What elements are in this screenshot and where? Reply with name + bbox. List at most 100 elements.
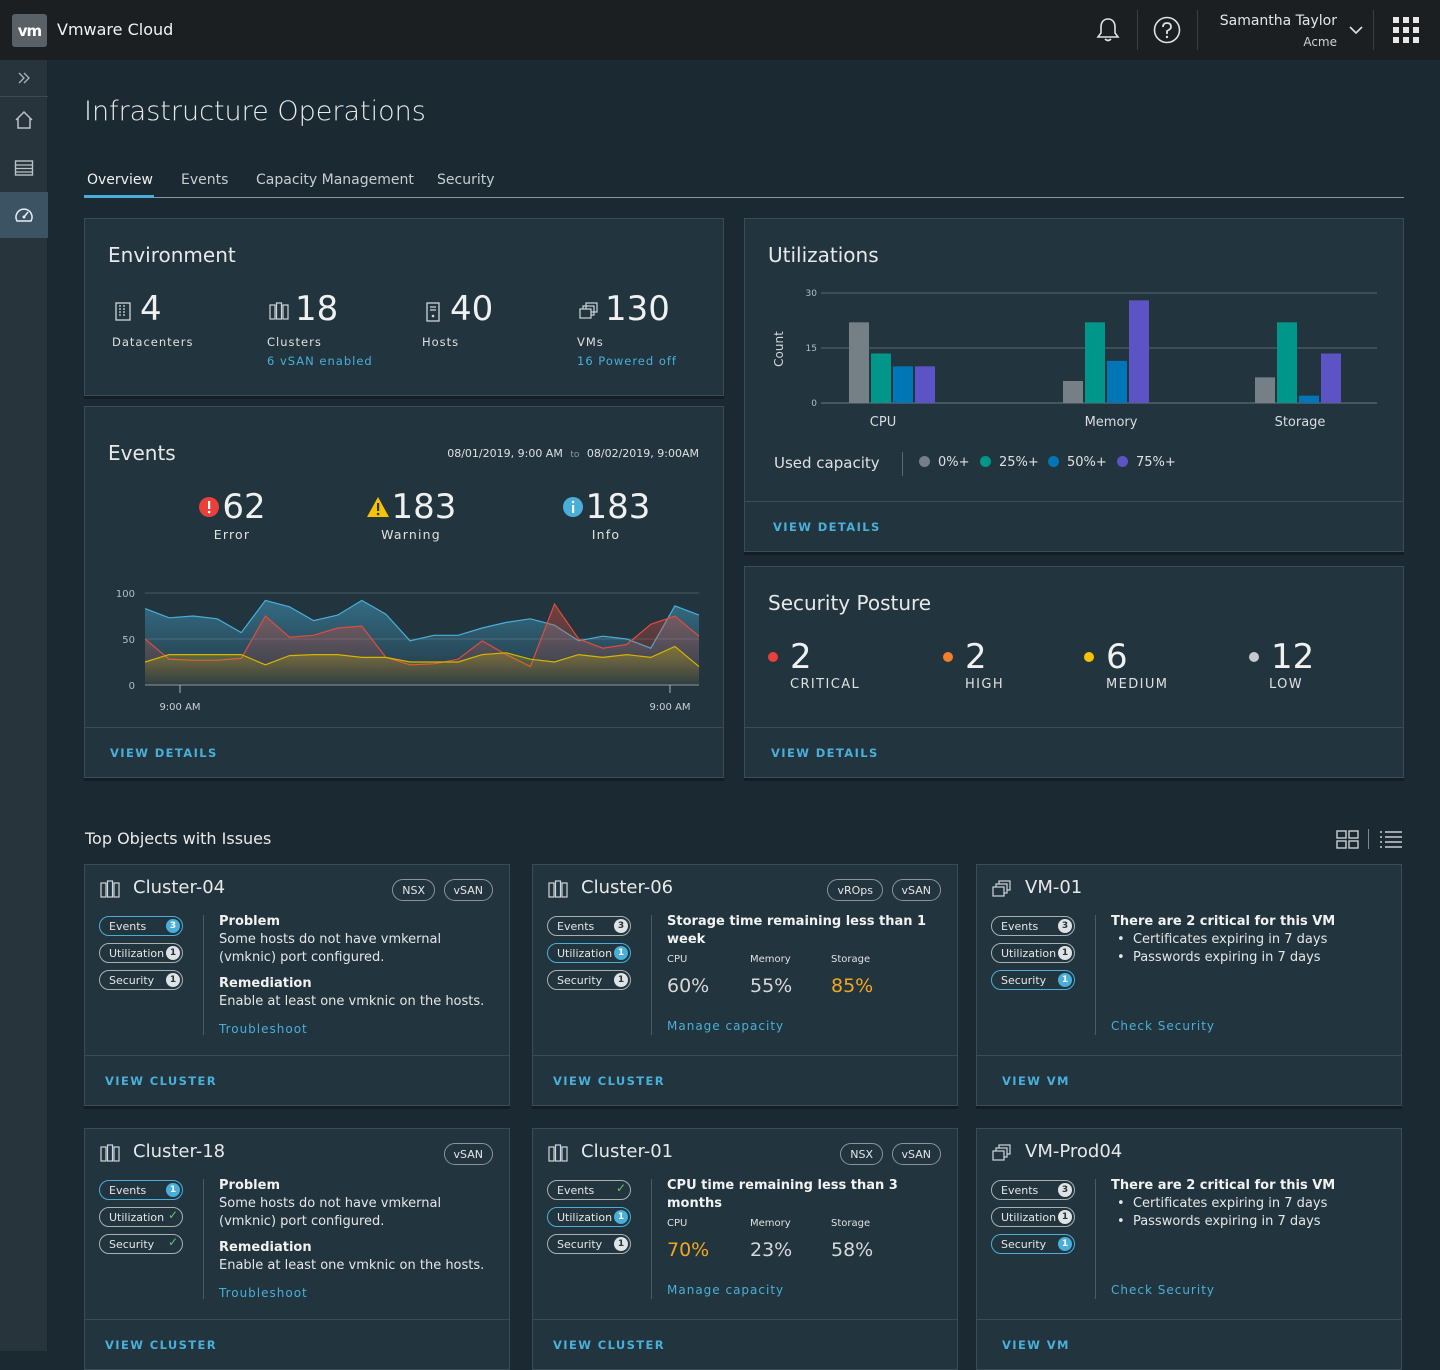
severity-medium-stat[interactable]: 6 MEDIUM xyxy=(1084,637,1168,692)
dashboard-icon[interactable] xyxy=(0,192,48,238)
bar-cpu-0[interactable] xyxy=(849,322,869,403)
view-object-link[interactable]: VIEW CLUSTER xyxy=(105,1074,218,1088)
pill-label: Security xyxy=(1001,973,1047,987)
vsan-enabled-link[interactable]: 6 vSAN enabled xyxy=(267,354,373,368)
severity-critical-stat[interactable]: 2 CRITICAL xyxy=(768,637,860,692)
expand-icon[interactable] xyxy=(0,60,48,96)
pill-events[interactable]: Events ✓ xyxy=(547,1180,631,1200)
bar-memory-3[interactable] xyxy=(1129,300,1149,403)
chevron-down-icon[interactable] xyxy=(1341,14,1371,46)
view-object-link[interactable]: VIEW CLUSTER xyxy=(553,1338,666,1352)
bar-memory-1[interactable] xyxy=(1085,322,1105,403)
card-divider xyxy=(651,915,652,1035)
user-name[interactable]: Samantha Taylor xyxy=(1219,13,1337,29)
view-object-link[interactable]: VIEW CLUSTER xyxy=(553,1074,666,1088)
events-view-details-link[interactable]: VIEW DETAILS xyxy=(110,746,218,760)
legend-item[interactable]: 75%+ xyxy=(1117,455,1176,470)
pill-security[interactable]: Security 1 xyxy=(99,970,183,990)
view-object-link[interactable]: VIEW CLUSTER xyxy=(105,1338,218,1352)
range-to: to xyxy=(570,450,580,460)
tab-overview[interactable]: Overview xyxy=(84,172,154,198)
tab-events[interactable]: Events xyxy=(181,172,229,188)
legend-item[interactable]: 0%+ xyxy=(919,455,970,470)
pill-utilization[interactable]: Utilization 1 xyxy=(99,943,183,963)
pill-security[interactable]: Security 1 xyxy=(547,1234,631,1254)
help-icon[interactable] xyxy=(1151,14,1183,46)
pill-utilization[interactable]: Utilization 1 xyxy=(547,943,631,963)
view-object-link[interactable]: VIEW VM xyxy=(1002,1074,1070,1088)
info-stat[interactable]: 183 Info xyxy=(531,487,681,542)
pill-events[interactable]: Events 1 xyxy=(99,1180,183,1200)
pill-utilization[interactable]: Utilization 1 xyxy=(991,1207,1075,1227)
object-name[interactable]: Cluster-18 xyxy=(133,1141,226,1162)
bar-storage-2[interactable] xyxy=(1299,395,1319,403)
pill-utilization[interactable]: Utilization 1 xyxy=(991,943,1075,963)
pill-utilization[interactable]: Utilization 1 xyxy=(547,1207,631,1227)
bar-cpu-3[interactable] xyxy=(915,366,935,403)
view-object-link[interactable]: VIEW VM xyxy=(1002,1338,1070,1352)
bar-cpu-2[interactable] xyxy=(893,366,913,403)
pill-label: Events xyxy=(1001,1183,1039,1197)
tag-vrops[interactable]: vROps xyxy=(827,879,883,901)
card-divider xyxy=(1095,1179,1096,1299)
legend-divider xyxy=(902,452,903,476)
object-name[interactable]: VM-Prod04 xyxy=(1025,1141,1123,1162)
bell-icon[interactable] xyxy=(1092,14,1124,46)
object-name[interactable]: VM-01 xyxy=(1025,877,1083,898)
powered-off-link[interactable]: 16 Powered off xyxy=(577,354,677,368)
grid-view-icon[interactable] xyxy=(1336,830,1360,854)
tab-capacity-management[interactable]: Capacity Management xyxy=(256,172,414,188)
tag-vsan[interactable]: vSAN xyxy=(443,1143,493,1165)
severity-low-stat[interactable]: 12 LOW xyxy=(1249,637,1314,692)
pill-security[interactable]: Security 1 xyxy=(991,970,1075,990)
home-icon[interactable] xyxy=(0,97,48,143)
bar-storage-3[interactable] xyxy=(1321,353,1341,404)
metric-value: 60% xyxy=(667,975,710,997)
object-name[interactable]: Cluster-04 xyxy=(133,877,226,898)
check-security-link[interactable]: Check Security xyxy=(1111,1019,1216,1033)
app-title[interactable]: Vmware Cloud xyxy=(57,20,174,39)
list-view-icon[interactable] xyxy=(1378,830,1404,854)
troubleshoot-link[interactable]: Troubleshoot xyxy=(219,1022,308,1036)
tag-vsan[interactable]: vSAN xyxy=(443,879,493,901)
vmware-logo[interactable]: vm xyxy=(12,14,47,47)
list-icon[interactable] xyxy=(0,145,48,191)
events-date-range[interactable]: 08/01/2019, 9:00 AM to 08/02/2019, 9:00A… xyxy=(447,447,699,460)
manage-capacity-link[interactable]: Manage capacity xyxy=(667,1283,785,1297)
pill-security[interactable]: Security 1 xyxy=(547,970,631,990)
metric-label: CPU xyxy=(667,1218,688,1229)
pill-events[interactable]: Events 3 xyxy=(99,916,183,936)
pill-security[interactable]: Security ✓ xyxy=(99,1234,183,1254)
app-grid-icon[interactable] xyxy=(1390,14,1422,46)
object-name[interactable]: Cluster-01 xyxy=(581,1141,674,1162)
bullet-text: Passwords expiring in 7 days xyxy=(1132,1214,1321,1229)
bar-memory-2[interactable] xyxy=(1107,360,1127,403)
legend-item[interactable]: 25%+ xyxy=(980,455,1039,470)
pill-events[interactable]: Events 3 xyxy=(991,916,1075,936)
troubleshoot-link[interactable]: Troubleshoot xyxy=(219,1286,308,1300)
pill-events[interactable]: Events 3 xyxy=(991,1180,1075,1200)
check-security-link[interactable]: Check Security xyxy=(1111,1283,1216,1297)
severity-high-stat[interactable]: 2 HIGH xyxy=(943,637,1004,692)
warning-stat[interactable]: 183 Warning xyxy=(336,487,486,542)
info-icon xyxy=(562,497,583,517)
bar-storage-0[interactable] xyxy=(1255,377,1275,403)
object-name[interactable]: Cluster-06 xyxy=(581,877,674,898)
tag-vsan[interactable]: vSAN xyxy=(891,1143,941,1165)
pill-events[interactable]: Events 3 xyxy=(547,916,631,936)
bar-storage-1[interactable] xyxy=(1277,322,1297,403)
tag-vsan[interactable]: vSAN xyxy=(891,879,941,901)
pill-utilization[interactable]: Utilization ✓ xyxy=(99,1207,183,1227)
security-view-details-link[interactable]: VIEW DETAILS xyxy=(771,746,879,760)
tab-security[interactable]: Security xyxy=(437,172,495,188)
tag-nsx[interactable]: NSX xyxy=(840,1143,883,1165)
manage-capacity-link[interactable]: Manage capacity xyxy=(667,1019,785,1033)
bar-memory-0[interactable] xyxy=(1063,381,1083,403)
range-end: 08/02/2019, 9:00AM xyxy=(586,447,699,460)
error-stat[interactable]: 62 Error xyxy=(157,487,307,542)
legend-item[interactable]: 50%+ xyxy=(1048,455,1107,470)
utilizations-view-details-link[interactable]: VIEW DETAILS xyxy=(773,520,881,534)
bar-cpu-1[interactable] xyxy=(871,353,891,404)
pill-security[interactable]: Security 1 xyxy=(991,1234,1075,1254)
tag-nsx[interactable]: NSX xyxy=(392,879,435,901)
